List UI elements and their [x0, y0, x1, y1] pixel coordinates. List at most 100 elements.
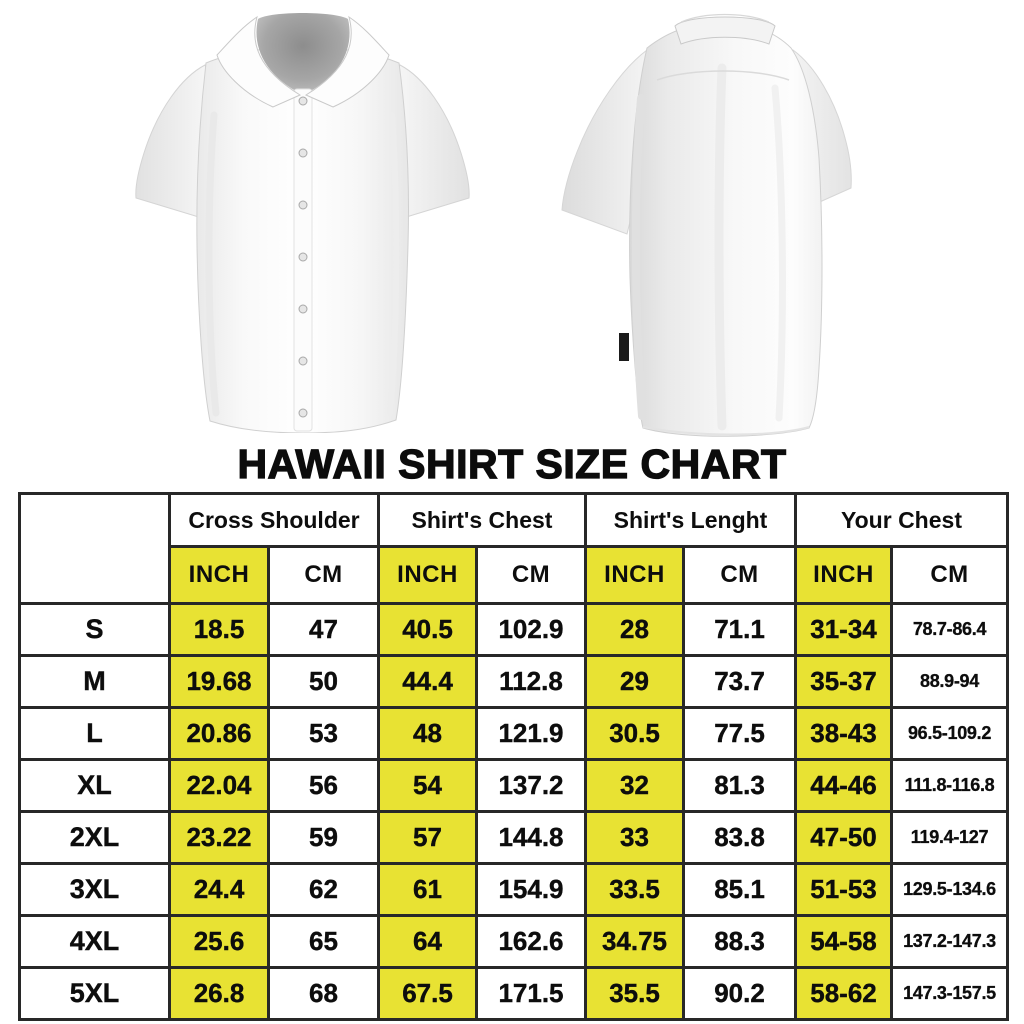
shirts-chest-cm: 121.9 — [475, 706, 587, 761]
shirts-chest-cm: 162.6 — [475, 914, 587, 969]
shirts-lenght-cm: 85.1 — [682, 862, 797, 917]
group-header-shirts-chest: Shirt's Chest — [377, 492, 587, 548]
table-row-l: L 20.86 53 48 121.9 30.5 77.5 38-43 96.5… — [18, 706, 1009, 761]
shirts-chest-cm: 112.8 — [475, 654, 587, 709]
back-side-tag — [619, 333, 629, 361]
shirt-back-image — [561, 13, 852, 437]
your-chest-cm: 78.7-86.4 — [890, 602, 1009, 657]
unit-header-inch: INCH — [377, 545, 478, 605]
your-chest-cm: 147.3-157.5 — [890, 966, 1009, 1021]
shirts-lenght-cm: 81.3 — [682, 758, 797, 813]
cross-shoulder-cm: 53 — [267, 706, 380, 761]
your-chest-cm: 129.5-134.6 — [890, 862, 1009, 917]
table-row-4xl: 4XL 25.6 65 64 162.6 34.75 88.3 54-58 13… — [18, 914, 1009, 969]
shirts-chest-inch: 61 — [377, 862, 478, 917]
back-yoke-seam — [656, 70, 790, 81]
unit-header-cm: CM — [890, 545, 1009, 605]
shirts-lenght-inch: 35.5 — [584, 966, 685, 1021]
size-label: L — [18, 706, 171, 761]
table-row-5xl: 5XL 26.8 68 67.5 171.5 35.5 90.2 58-62 1… — [18, 966, 1009, 1021]
your-chest-inch: 35-37 — [794, 654, 893, 709]
cross-shoulder-inch: 24.4 — [168, 862, 270, 917]
cross-shoulder-cm: 65 — [267, 914, 380, 969]
cross-shoulder-cm: 62 — [267, 862, 380, 917]
unit-header-inch: INCH — [584, 545, 685, 605]
corner-cell — [18, 492, 171, 605]
shirts-lenght-cm: 73.7 — [682, 654, 797, 709]
shirts-lenght-cm: 88.3 — [682, 914, 797, 969]
cross-shoulder-cm: 59 — [267, 810, 380, 865]
unit-header-inch: INCH — [168, 545, 270, 605]
your-chest-cm: 111.8-116.8 — [890, 758, 1009, 813]
shirts-chest-inch: 54 — [377, 758, 478, 813]
your-chest-cm: 96.5-109.2 — [890, 706, 1009, 761]
shirts-lenght-cm: 90.2 — [682, 966, 797, 1021]
shirts-lenght-cm: 71.1 — [682, 602, 797, 657]
your-chest-cm: 88.9-94 — [890, 654, 1009, 709]
your-chest-inch: 58-62 — [794, 966, 893, 1021]
cross-shoulder-inch: 26.8 — [168, 966, 270, 1021]
cross-shoulder-inch: 19.68 — [168, 654, 270, 709]
back-collar-band — [674, 16, 776, 45]
table-row-3xl: 3XL 24.4 62 61 154.9 33.5 85.1 51-53 129… — [18, 862, 1009, 917]
shirts-lenght-inch: 32 — [584, 758, 685, 813]
table-row-s: S 18.5 47 40.5 102.9 28 71.1 31-34 78.7-… — [18, 602, 1009, 657]
your-chest-inch: 44-46 — [794, 758, 893, 813]
cross-shoulder-inch: 25.6 — [168, 914, 270, 969]
table-row-m: M 19.68 50 44.4 112.8 29 73.7 35-37 88.9… — [18, 654, 1009, 709]
cross-shoulder-cm: 50 — [267, 654, 380, 709]
front-collar-right — [304, 15, 390, 108]
size-label: M — [18, 654, 171, 709]
unit-header-cm: CM — [682, 545, 797, 605]
cross-shoulder-cm: 47 — [267, 602, 380, 657]
shirts-lenght-inch: 30.5 — [584, 706, 685, 761]
shirts-chest-inch: 64 — [377, 914, 478, 969]
group-header-cross-shoulder: Cross Shoulder — [168, 492, 380, 548]
shirts-chest-inch: 57 — [377, 810, 478, 865]
your-chest-inch: 38-43 — [794, 706, 893, 761]
cross-shoulder-inch: 23.22 — [168, 810, 270, 865]
size-label: 3XL — [18, 862, 171, 917]
your-chest-inch: 51-53 — [794, 862, 893, 917]
your-chest-inch: 31-34 — [794, 602, 893, 657]
your-chest-cm: 119.4-127 — [890, 810, 1009, 865]
front-neck-opening — [256, 13, 350, 95]
shirts-lenght-inch: 29 — [584, 654, 685, 709]
page-title: HAWAII SHIRT SIZE CHART — [237, 440, 787, 487]
cross-shoulder-cm: 68 — [267, 966, 380, 1021]
unit-header-cm: CM — [475, 545, 587, 605]
shirts-lenght-inch: 33.5 — [584, 862, 685, 917]
your-chest-cm: 137.2-147.3 — [890, 914, 1009, 969]
cross-shoulder-inch: 18.5 — [168, 602, 270, 657]
shirts-lenght-inch: 28 — [584, 602, 685, 657]
front-buttons — [298, 96, 308, 418]
front-collar-left — [216, 15, 302, 108]
size-label: 4XL — [18, 914, 171, 969]
size-label: 5XL — [18, 966, 171, 1021]
shirts-chest-cm: 102.9 — [475, 602, 587, 657]
unit-header-inch: INCH — [794, 545, 893, 605]
shirts-chest-inch: 40.5 — [377, 602, 478, 657]
shirts-chest-inch: 48 — [377, 706, 478, 761]
group-header-your-chest: Your Chest — [794, 492, 1009, 548]
table-row-xl: XL 22.04 56 54 137.2 32 81.3 44-46 111.8… — [18, 758, 1009, 813]
cross-shoulder-cm: 56 — [267, 758, 380, 813]
shirts-chest-cm: 154.9 — [475, 862, 587, 917]
group-header-shirts-lenght: Shirt's Lenght — [584, 492, 797, 548]
shirts-chest-inch: 67.5 — [377, 966, 478, 1021]
your-chest-inch: 54-58 — [794, 914, 893, 969]
size-chart-table: Cross Shoulder Shirt's Chest Shirt's Len… — [18, 492, 1009, 1021]
cross-shoulder-inch: 22.04 — [168, 758, 270, 813]
shirts-chest-cm: 137.2 — [475, 758, 587, 813]
size-label: S — [18, 602, 171, 657]
shirts-chest-inch: 44.4 — [377, 654, 478, 709]
shirts-lenght-cm: 83.8 — [682, 810, 797, 865]
size-label: 2XL — [18, 810, 171, 865]
size-label: XL — [18, 758, 171, 813]
shirts-lenght-inch: 34.75 — [584, 914, 685, 969]
shirt-front-image — [135, 13, 470, 433]
shirts-chest-cm: 144.8 — [475, 810, 587, 865]
your-chest-inch: 47-50 — [794, 810, 893, 865]
shirts-chest-cm: 171.5 — [475, 966, 587, 1021]
